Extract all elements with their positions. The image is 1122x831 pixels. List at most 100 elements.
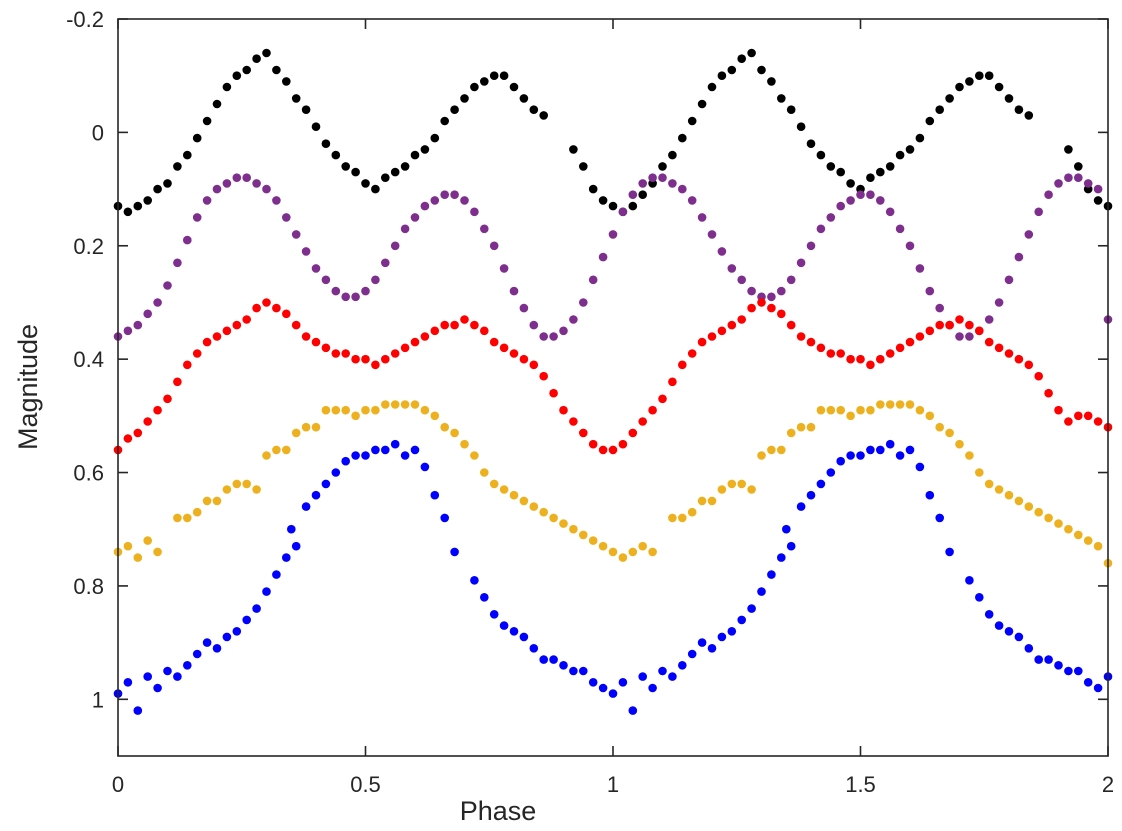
data-point: [341, 349, 351, 358]
data-point: [341, 292, 351, 302]
y-tick-label: 0.4: [73, 347, 104, 372]
data-point: [1064, 173, 1073, 182]
data-point: [163, 666, 172, 676]
data-point: [390, 167, 400, 177]
data-point: [460, 315, 469, 324]
data-point: [1074, 530, 1083, 540]
data-point: [608, 230, 618, 239]
data-point: [192, 507, 202, 517]
data-point: [1024, 644, 1034, 653]
data-point: [163, 281, 172, 290]
data-point: [351, 411, 360, 421]
data-point: [470, 576, 479, 585]
data-point: [509, 627, 519, 636]
data-point: [1083, 678, 1093, 687]
data-point: [143, 417, 152, 426]
data-point: [529, 360, 539, 370]
data-point: [618, 678, 628, 687]
data-point: [529, 320, 539, 330]
data-point: [707, 230, 717, 239]
data-point: [905, 241, 915, 251]
data-point: [321, 479, 331, 489]
data-point: [717, 485, 727, 494]
data-point: [272, 303, 281, 313]
data-point: [470, 82, 479, 92]
data-point: [123, 207, 133, 217]
data-point: [697, 638, 707, 647]
data-point: [777, 309, 786, 319]
data-point: [668, 513, 677, 523]
data-point: [994, 82, 1004, 92]
data-point: [509, 349, 519, 358]
data-point: [796, 422, 806, 432]
data-point: [1044, 190, 1053, 199]
data-point: [509, 286, 519, 296]
data-point: [123, 541, 133, 551]
data-point: [291, 428, 301, 438]
data-point: [717, 326, 727, 336]
data-point: [955, 315, 964, 324]
data-point: [846, 196, 855, 205]
data-point: [598, 445, 608, 455]
data-point: [856, 354, 865, 364]
data-point: [945, 428, 954, 438]
data-point: [192, 649, 202, 659]
data-point: [351, 451, 360, 460]
data-point: [836, 349, 845, 358]
data-point: [816, 405, 826, 415]
data-point: [430, 133, 440, 143]
data-point: [707, 496, 717, 506]
data-point: [440, 422, 450, 432]
data-point: [697, 99, 707, 109]
data-point: [579, 428, 588, 438]
data-point: [1054, 405, 1063, 415]
data-point: [272, 445, 281, 455]
data-point: [588, 439, 598, 449]
data-point: [569, 666, 578, 676]
data-point: [361, 286, 370, 296]
data-point: [895, 150, 905, 160]
data-point: [935, 422, 944, 432]
data-point: [598, 252, 608, 262]
data-point: [1044, 655, 1053, 664]
data-point: [984, 71, 994, 80]
data-point: [272, 196, 281, 205]
data-point: [480, 224, 489, 234]
data-point: [321, 405, 331, 415]
data-point: [420, 405, 430, 415]
data-point: [173, 377, 182, 387]
data-point: [163, 179, 172, 188]
data-point: [410, 213, 420, 222]
data-point: [183, 513, 192, 523]
data-point: [648, 405, 657, 415]
data-point: [371, 275, 380, 285]
data-point: [965, 576, 974, 585]
data-point: [965, 451, 974, 460]
data-point: [915, 462, 925, 472]
data-point: [598, 541, 608, 551]
data-point: [539, 655, 548, 664]
data-point: [895, 400, 905, 409]
data-point: [628, 190, 638, 199]
data-point: [668, 672, 677, 681]
data-point: [1024, 502, 1034, 511]
data-point: [796, 258, 806, 268]
data-point: [1004, 349, 1014, 358]
data-point: [608, 547, 618, 557]
x-tick-label: 1.5: [845, 772, 876, 797]
data-point: [895, 224, 905, 234]
data-point: [470, 207, 479, 217]
data-point: [1064, 145, 1073, 154]
data-point: [460, 439, 469, 449]
data-point: [984, 337, 994, 347]
data-point: [371, 445, 380, 455]
data-point: [697, 213, 707, 222]
data-point: [1034, 207, 1043, 217]
data-point: [856, 190, 865, 199]
data-point: [727, 320, 737, 330]
data-point: [569, 417, 578, 426]
data-point: [727, 627, 737, 636]
data-point: [480, 326, 489, 336]
data-point: [1004, 275, 1014, 285]
data-point: [390, 400, 400, 409]
